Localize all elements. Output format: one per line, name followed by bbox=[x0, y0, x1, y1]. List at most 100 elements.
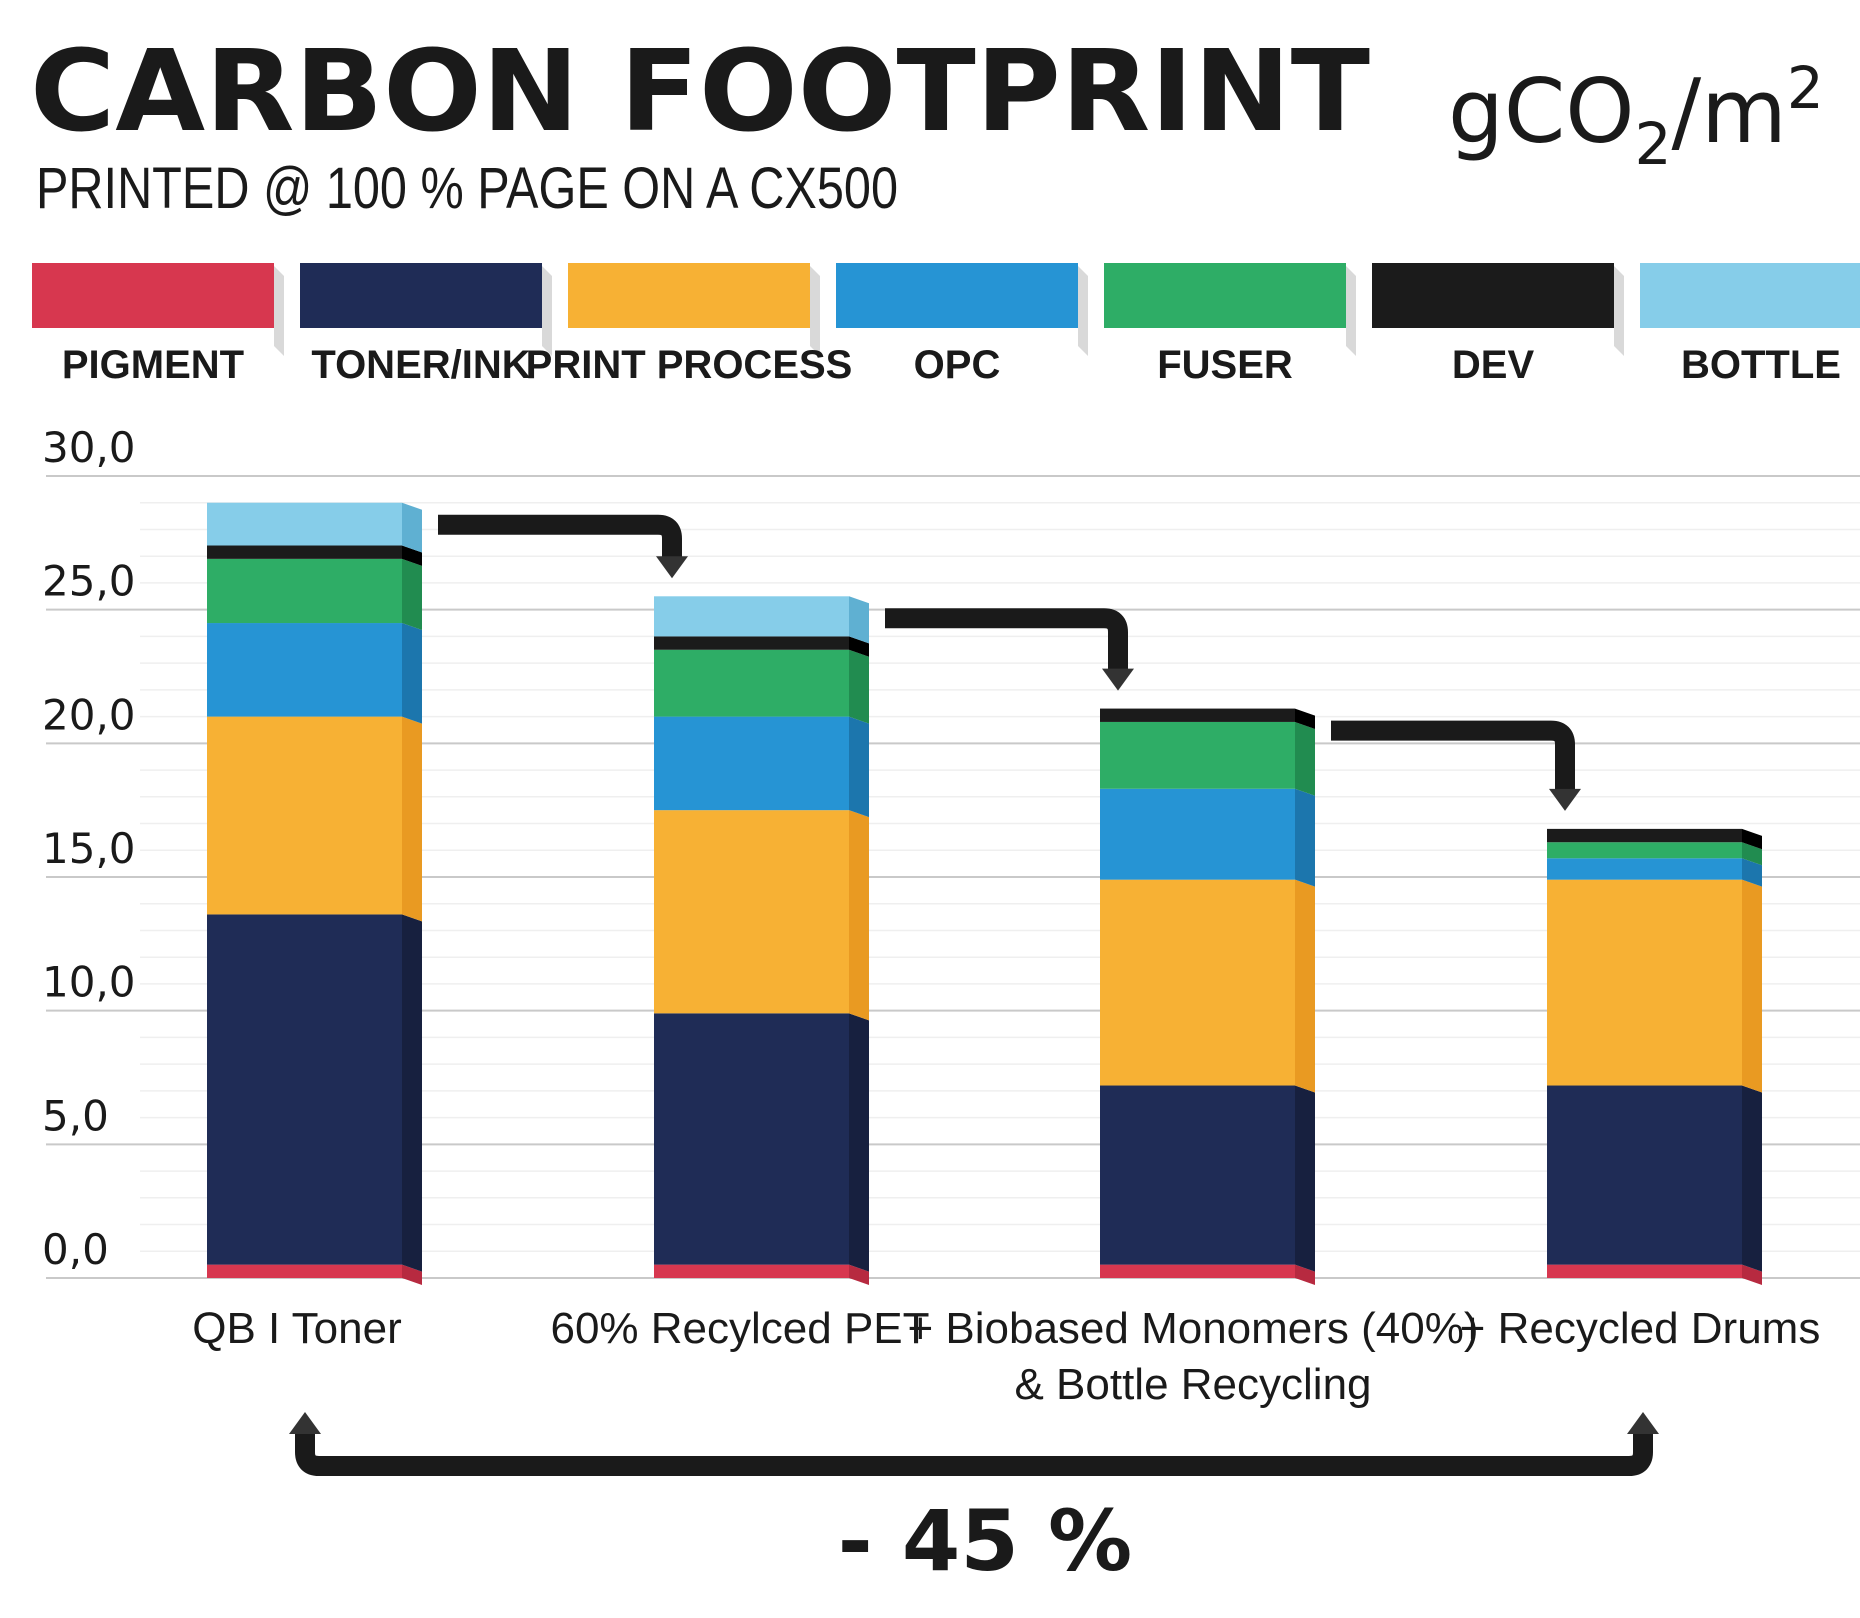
step-arrow bbox=[885, 608, 1134, 691]
category-label-line: + Biobased Monomers (40%) bbox=[907, 1304, 1478, 1353]
unit-superscript: 2 bbox=[1787, 54, 1824, 122]
bar-segment-side bbox=[1742, 842, 1762, 866]
category-label: + Biobased Monomers (40%) & Bottle Recycl… bbox=[907, 1304, 1478, 1409]
legend-item: OPC bbox=[836, 263, 1088, 387]
legend-swatch bbox=[300, 263, 542, 328]
overall-reduction-bracket bbox=[289, 1412, 1659, 1476]
step-arrow-head bbox=[1549, 788, 1581, 811]
bar-segment bbox=[207, 914, 402, 1265]
legend-swatch-shadow bbox=[542, 266, 552, 356]
y-tick-label: 10,0 bbox=[42, 958, 136, 1007]
bar-segment bbox=[1547, 1085, 1742, 1265]
bar-segment-side bbox=[402, 558, 422, 631]
bar-segment bbox=[207, 558, 402, 624]
bar-segment bbox=[207, 502, 402, 546]
unit-subscript: 2 bbox=[1635, 110, 1672, 178]
bar-segment-side bbox=[1742, 828, 1762, 850]
bar-segment-side bbox=[1295, 1264, 1315, 1285]
legend-label: TONER/INK bbox=[311, 343, 530, 387]
bar-segment-side bbox=[1742, 1264, 1762, 1285]
bar-segment bbox=[1100, 1085, 1295, 1265]
bar-segment-side bbox=[1742, 1085, 1762, 1272]
bar-segment bbox=[1547, 842, 1742, 859]
legend-item: PRINT PROCESS bbox=[526, 263, 852, 387]
bar-segment bbox=[1100, 788, 1295, 880]
legend-item: PIGMENT bbox=[32, 263, 284, 387]
x-axis: QB I Toner 60% Recylced PET+ Biobased Mon… bbox=[192, 1304, 1820, 1409]
bar-segment-side bbox=[1295, 879, 1315, 1093]
chart-unit: gCO2/m2 bbox=[1448, 54, 1824, 178]
category-label: QB I Toner bbox=[192, 1304, 402, 1353]
bar-segment-side bbox=[849, 596, 869, 644]
bar-segment bbox=[1547, 1264, 1742, 1278]
bar-segment-side bbox=[402, 623, 422, 724]
step-arrow-line bbox=[438, 514, 682, 559]
bar-segment bbox=[1100, 1264, 1295, 1278]
step-arrow-head bbox=[1102, 668, 1134, 691]
bar-segment-side bbox=[849, 649, 869, 724]
bar-segment bbox=[1547, 858, 1742, 880]
bracket-arrow-head-right bbox=[1627, 1412, 1659, 1434]
y-tick-label: 30,0 bbox=[42, 423, 136, 472]
bar-segment bbox=[1100, 721, 1295, 789]
bar-segment-side bbox=[849, 636, 869, 657]
category-label: + Recycled Drums bbox=[1460, 1304, 1821, 1353]
y-tick-label: 25,0 bbox=[42, 557, 136, 606]
step-arrow bbox=[1331, 720, 1581, 811]
legend-item: FUSER bbox=[1104, 263, 1356, 387]
arrows bbox=[289, 514, 1659, 1476]
bar-segment-side bbox=[1295, 788, 1315, 887]
legend-label: PIGMENT bbox=[62, 343, 244, 387]
bar-segment bbox=[654, 649, 849, 717]
bar-segment-side bbox=[402, 1264, 422, 1285]
y-axis: 0,0 5,0 10,0 15,0 20,0 25,0 30,0 bbox=[42, 423, 136, 1274]
legend-swatch-shadow bbox=[274, 266, 284, 356]
bar-segment-side bbox=[1295, 1085, 1315, 1272]
legend-swatch-shadow bbox=[1346, 266, 1356, 356]
bar-segment bbox=[207, 716, 402, 915]
unit-separator: /m bbox=[1671, 60, 1786, 163]
step-arrow-head bbox=[656, 556, 688, 579]
legend-swatch bbox=[1104, 263, 1346, 328]
legend-swatch bbox=[836, 263, 1078, 328]
step-arrow-line bbox=[885, 608, 1128, 671]
chart-subtitle: PRINTED @ 100 % PAGE ON A CX500 bbox=[36, 156, 898, 221]
legend-swatch bbox=[568, 263, 810, 328]
category-label-line: + Recycled Drums bbox=[1460, 1304, 1821, 1353]
legend-swatch bbox=[32, 263, 274, 328]
category-label-line: 60% Recylced PET bbox=[550, 1304, 929, 1353]
reduction-label: - 45 % bbox=[838, 1492, 1132, 1590]
bar-segment bbox=[1547, 828, 1742, 843]
bar-segment bbox=[654, 810, 849, 1014]
bar-segment bbox=[1100, 708, 1295, 722]
bar-segment-side bbox=[849, 810, 869, 1021]
bar-segment bbox=[207, 545, 402, 559]
bar-segment bbox=[207, 623, 402, 717]
bar-stack bbox=[1100, 708, 1315, 1285]
bar-segment-side bbox=[402, 914, 422, 1272]
bar-segment bbox=[207, 1264, 402, 1278]
category-label: 60% Recylced PET bbox=[550, 1304, 929, 1353]
bar-segment bbox=[654, 1013, 849, 1265]
bar-stack bbox=[1547, 828, 1762, 1285]
bar-segment-side bbox=[849, 716, 869, 818]
legend-label: FUSER bbox=[1157, 343, 1293, 387]
bar-segment-side bbox=[402, 502, 422, 553]
bar-segment bbox=[654, 636, 849, 650]
legend-swatch-shadow bbox=[1614, 266, 1624, 356]
bracket-line bbox=[295, 1432, 1653, 1476]
legend-swatch-shadow bbox=[1078, 266, 1088, 356]
bar-segment-side bbox=[402, 716, 422, 922]
legend-label: BOTTLE bbox=[1681, 343, 1841, 387]
bars bbox=[207, 502, 1762, 1285]
bar-segment bbox=[654, 1264, 849, 1278]
legend-item: TONER/INK bbox=[300, 263, 552, 387]
y-tick-label: 15,0 bbox=[42, 824, 136, 873]
bar-segment bbox=[1547, 879, 1742, 1086]
bar-stack bbox=[654, 596, 869, 1285]
legend-swatch bbox=[1372, 263, 1614, 328]
legend-label: OPC bbox=[914, 343, 1001, 387]
bar-segment-side bbox=[402, 545, 422, 566]
